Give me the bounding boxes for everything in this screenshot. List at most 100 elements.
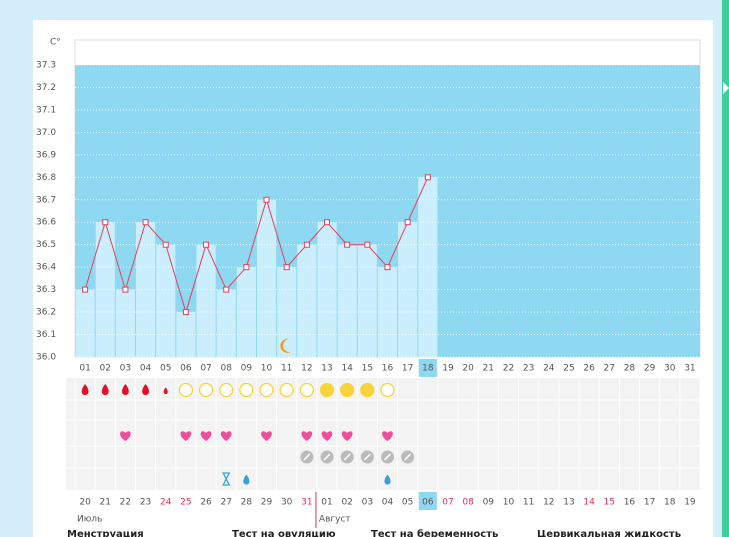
day-highlight — [418, 359, 437, 377]
mucus-icon — [340, 382, 355, 398]
temperature-point — [384, 264, 391, 271]
x-tick-label: 13 — [321, 364, 332, 374]
y-tick-label: 36.8 — [36, 173, 56, 183]
date-label: 01 — [321, 498, 332, 508]
temperature-point — [122, 286, 129, 293]
y-tick-label: 37.0 — [36, 128, 56, 138]
date-label: 15 — [604, 498, 615, 508]
date-label: 19 — [684, 498, 696, 508]
date-label: 05 — [402, 498, 413, 508]
x-tick-label: 23 — [523, 364, 534, 374]
date-label: 09 — [483, 498, 495, 508]
temperature-point — [344, 241, 351, 248]
temperature-bar — [398, 222, 418, 357]
drop-icon — [101, 384, 109, 395]
y-tick-label: 36.1 — [36, 330, 56, 340]
x-tick-label: 17 — [402, 364, 413, 374]
date-label: 22 — [120, 498, 131, 508]
temperature-point — [303, 241, 310, 248]
date-highlight — [418, 492, 437, 510]
heart-icon — [321, 431, 333, 441]
test-icon-mark — [303, 453, 311, 461]
temperature-point — [102, 219, 109, 226]
x-tick-label: 11 — [281, 364, 292, 374]
temperature-bar — [297, 244, 317, 357]
date-label: 04 — [382, 498, 394, 508]
date-label: 03 — [362, 498, 373, 508]
x-tick-label: 04 — [140, 364, 152, 374]
mucus-icon — [319, 382, 335, 398]
month-label: Август — [319, 515, 351, 525]
drop-icon — [142, 384, 149, 395]
x-tick-label: 12 — [301, 364, 312, 374]
date-label: 30 — [281, 498, 293, 508]
test-icon-mark — [343, 453, 351, 461]
heart-icon — [341, 431, 353, 441]
x-tick-label: 24 — [543, 364, 555, 374]
x-tick-label: 26 — [583, 364, 595, 374]
x-tick-label: 25 — [563, 364, 574, 374]
side-bar — [722, 0, 729, 537]
temperature-point — [283, 264, 290, 271]
drop-icon — [81, 384, 89, 395]
x-tick-label: 06 — [180, 364, 192, 374]
heart-icon — [120, 431, 131, 441]
x-tick-label: 05 — [160, 364, 171, 374]
date-label: 17 — [644, 498, 655, 508]
y-tick-label: 36.0 — [36, 353, 56, 363]
heart-icon — [301, 431, 313, 441]
mucus-icon — [360, 382, 375, 398]
temperature-point — [364, 241, 371, 248]
x-tick-label: 01 — [79, 364, 90, 374]
y-tick-label: 36.4 — [36, 263, 56, 273]
x-tick-label: 27 — [604, 364, 615, 374]
heart-icon — [180, 431, 192, 441]
x-tick-label: 20 — [462, 364, 474, 374]
mucus-icon — [178, 382, 194, 398]
side-arrow[interactable] — [723, 82, 729, 94]
date-label: 23 — [140, 498, 151, 508]
date-label: 25 — [180, 498, 191, 508]
y-tick-label: 37.1 — [36, 105, 56, 115]
date-label: 10 — [503, 498, 515, 508]
date-label: 26 — [200, 498, 212, 508]
test-icon-mark — [323, 453, 331, 461]
temperature-bar — [337, 244, 357, 357]
date-label: 16 — [624, 498, 636, 508]
date-label: 21 — [100, 498, 111, 508]
mucus-icon — [219, 382, 234, 398]
date-label: 28 — [241, 498, 253, 508]
x-tick-label: 30 — [664, 364, 676, 374]
temperature-bar — [256, 199, 277, 357]
mucus-icon — [198, 382, 214, 398]
temperature-line — [84, 177, 429, 314]
x-tick-label: 31 — [684, 364, 695, 374]
heart-icon — [200, 431, 212, 441]
date-label: 13 — [563, 498, 574, 508]
mucus-icon — [380, 382, 395, 398]
y-tick-label: 36.6 — [36, 218, 56, 228]
temperature-bar — [115, 289, 135, 357]
date-label: 20 — [79, 498, 91, 508]
x-tick-label: 28 — [624, 364, 636, 374]
legend-heading: Цервикальная жидкость — [537, 529, 681, 537]
temperature-point — [263, 196, 270, 203]
legend-heading: Тест на овуляцию — [232, 529, 336, 537]
temperature-point — [424, 174, 431, 181]
x-tick-label: 03 — [120, 364, 131, 374]
temperature-bar — [156, 244, 176, 357]
mucus-icon — [299, 382, 315, 398]
x-tick-label: 22 — [503, 364, 514, 374]
x-tick-label: 14 — [341, 364, 353, 374]
hourglass-icon — [222, 472, 231, 486]
mucus-icon — [239, 382, 254, 398]
date-label: 06 — [422, 498, 434, 508]
test-icon-mark — [363, 453, 371, 461]
x-tick-label: 10 — [261, 364, 273, 374]
temperature-point — [162, 241, 169, 248]
mucus-icon — [259, 382, 274, 398]
temperature-bar — [176, 312, 196, 357]
y-tick-label: 36.9 — [36, 150, 56, 160]
date-label: 29 — [261, 498, 273, 508]
